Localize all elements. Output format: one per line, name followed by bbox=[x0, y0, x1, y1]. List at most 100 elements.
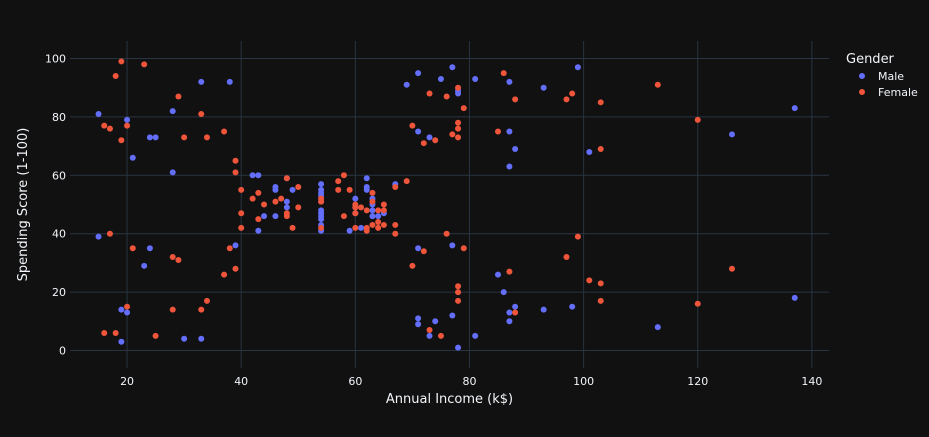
data-point-male[interactable] bbox=[472, 332, 479, 339]
legend[interactable]: Gender Male Female bbox=[846, 52, 918, 99]
data-point-male[interactable] bbox=[574, 64, 581, 71]
data-point-female[interactable] bbox=[375, 224, 382, 231]
data-point-female[interactable] bbox=[375, 219, 382, 226]
data-point-female[interactable] bbox=[335, 186, 342, 193]
data-point-male[interactable] bbox=[472, 75, 479, 82]
data-point-male[interactable] bbox=[415, 321, 422, 328]
data-point-female[interactable] bbox=[295, 204, 302, 211]
data-point-male[interactable] bbox=[432, 318, 439, 325]
data-point-male[interactable] bbox=[358, 224, 365, 231]
data-point-male[interactable] bbox=[255, 172, 262, 179]
data-point-female[interactable] bbox=[460, 105, 467, 112]
data-point-male[interactable] bbox=[181, 335, 188, 342]
data-point-female[interactable] bbox=[112, 73, 119, 80]
data-point-male[interactable] bbox=[506, 309, 513, 316]
data-point-male[interactable] bbox=[512, 146, 519, 153]
data-point-female[interactable] bbox=[455, 289, 462, 296]
data-point-female[interactable] bbox=[169, 306, 176, 313]
data-point-female[interactable] bbox=[437, 332, 444, 339]
data-point-female[interactable] bbox=[420, 140, 427, 147]
data-point-male[interactable] bbox=[500, 289, 507, 296]
data-point-female[interactable] bbox=[124, 303, 131, 310]
data-point-male[interactable] bbox=[346, 227, 353, 234]
data-point-female[interactable] bbox=[569, 90, 576, 97]
data-point-female[interactable] bbox=[340, 172, 347, 179]
data-point-male[interactable] bbox=[363, 175, 370, 182]
data-point-male[interactable] bbox=[289, 186, 296, 193]
data-point-female[interactable] bbox=[694, 116, 701, 123]
data-point-male[interactable] bbox=[375, 213, 382, 220]
data-point-female[interactable] bbox=[455, 134, 462, 141]
data-point-female[interactable] bbox=[512, 96, 519, 103]
data-point-female[interactable] bbox=[597, 99, 604, 106]
data-point-male[interactable] bbox=[369, 213, 376, 220]
data-point-female[interactable] bbox=[358, 204, 365, 211]
data-point-female[interactable] bbox=[255, 189, 262, 196]
data-point-male[interactable] bbox=[403, 81, 410, 88]
data-point-female[interactable] bbox=[226, 245, 233, 252]
data-point-female[interactable] bbox=[443, 93, 450, 100]
data-point-male[interactable] bbox=[791, 294, 798, 301]
data-point-female[interactable] bbox=[455, 283, 462, 290]
data-point-male[interactable] bbox=[198, 78, 205, 85]
data-point-female[interactable] bbox=[112, 329, 119, 336]
data-point-male[interactable] bbox=[586, 148, 593, 155]
data-point-female[interactable] bbox=[352, 224, 359, 231]
data-point-female[interactable] bbox=[426, 90, 433, 97]
data-point-male[interactable] bbox=[455, 344, 462, 351]
data-point-female[interactable] bbox=[563, 254, 570, 261]
data-point-male[interactable] bbox=[318, 216, 325, 223]
data-point-female[interactable] bbox=[261, 201, 268, 208]
data-point-male[interactable] bbox=[249, 172, 256, 179]
data-point-female[interactable] bbox=[346, 186, 353, 193]
data-point-male[interactable] bbox=[654, 324, 661, 331]
data-point-male[interactable] bbox=[283, 204, 290, 211]
data-point-female[interactable] bbox=[432, 137, 439, 144]
data-point-male[interactable] bbox=[426, 134, 433, 141]
data-point-female[interactable] bbox=[169, 254, 176, 261]
data-point-male[interactable] bbox=[363, 183, 370, 190]
data-point-female[interactable] bbox=[175, 93, 182, 100]
data-point-male[interactable] bbox=[152, 134, 159, 141]
data-point-female[interactable] bbox=[101, 122, 108, 129]
data-point-male[interactable] bbox=[146, 245, 153, 252]
data-point-male[interactable] bbox=[415, 245, 422, 252]
data-point-male[interactable] bbox=[415, 315, 422, 322]
data-point-female[interactable] bbox=[506, 268, 513, 275]
data-point-female[interactable] bbox=[563, 96, 570, 103]
data-point-female[interactable] bbox=[352, 210, 359, 217]
data-point-female[interactable] bbox=[181, 134, 188, 141]
data-point-male[interactable] bbox=[272, 183, 279, 190]
data-point-male[interactable] bbox=[506, 163, 513, 170]
data-point-female[interactable] bbox=[198, 306, 205, 313]
data-point-male[interactable] bbox=[506, 78, 513, 85]
data-point-female[interactable] bbox=[203, 134, 210, 141]
data-point-male[interactable] bbox=[129, 154, 136, 161]
data-point-female[interactable] bbox=[455, 297, 462, 304]
data-point-female[interactable] bbox=[420, 248, 427, 255]
data-point-female[interactable] bbox=[318, 198, 325, 205]
legend-item-female[interactable]: Female bbox=[859, 86, 918, 99]
data-point-female[interactable] bbox=[500, 70, 507, 77]
data-point-female[interactable] bbox=[426, 327, 433, 334]
data-point-female[interactable] bbox=[203, 297, 210, 304]
data-point-female[interactable] bbox=[283, 213, 290, 220]
data-point-male[interactable] bbox=[512, 303, 519, 310]
data-point-male[interactable] bbox=[226, 78, 233, 85]
data-point-male[interactable] bbox=[455, 90, 462, 97]
data-point-female[interactable] bbox=[597, 297, 604, 304]
data-point-female[interactable] bbox=[369, 221, 376, 228]
data-point-female[interactable] bbox=[238, 186, 245, 193]
data-point-male[interactable] bbox=[169, 169, 176, 176]
data-point-female[interactable] bbox=[272, 198, 279, 205]
data-point-female[interactable] bbox=[232, 169, 239, 176]
data-point-female[interactable] bbox=[295, 183, 302, 190]
data-point-male[interactable] bbox=[118, 338, 125, 345]
data-point-male[interactable] bbox=[124, 116, 131, 123]
data-point-female[interactable] bbox=[106, 230, 113, 237]
data-point-female[interactable] bbox=[654, 81, 661, 88]
data-point-male[interactable] bbox=[449, 312, 456, 319]
data-point-female[interactable] bbox=[574, 233, 581, 240]
data-point-male[interactable] bbox=[449, 64, 456, 71]
data-point-male[interactable] bbox=[569, 303, 576, 310]
